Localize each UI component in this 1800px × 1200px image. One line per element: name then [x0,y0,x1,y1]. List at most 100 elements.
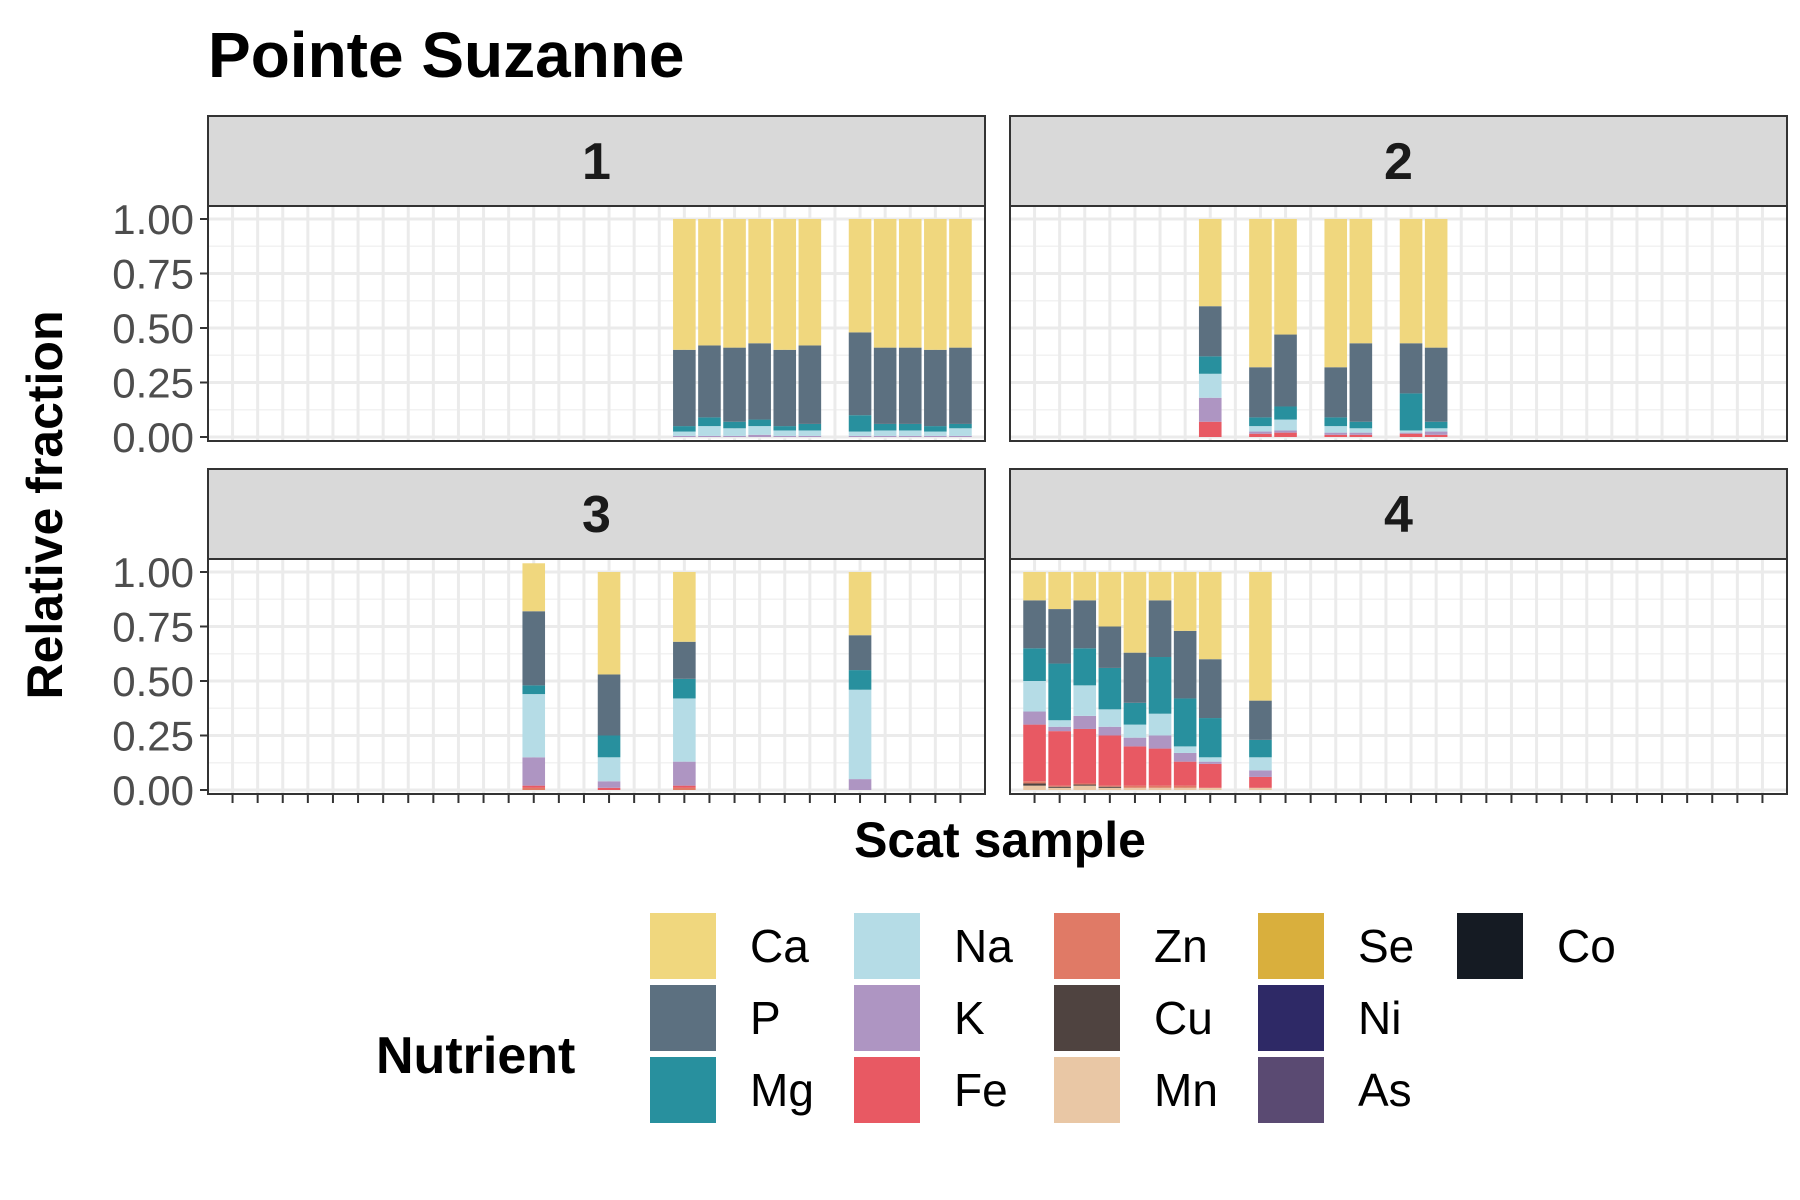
bar-segment-Na [798,430,822,436]
legend-swatch [1457,913,1523,979]
bar-sample-10 [1249,572,1272,790]
plot-background [1010,206,1787,441]
legend-item-Cu: Cu [1054,985,1213,1051]
bar-segment-Cu [1048,786,1071,788]
bar-segment-Ca [949,219,972,348]
legend-label: Se [1358,920,1414,972]
y-tick-label: 0.75 [112,251,194,298]
legend-item-Mg: Mg [650,1057,814,1123]
bar-segment-Mn [1173,787,1197,790]
bar-segment-K [1023,711,1046,725]
legend-swatch [1258,913,1324,979]
bar-segment-Zn [1048,785,1071,787]
legend-item-Fe: Fe [854,1057,1008,1123]
bar-segment-Ca [522,563,546,612]
panel-strip-label: 2 [1384,133,1413,191]
legend-label: Co [1557,920,1616,972]
panel-strip-label: 1 [582,133,611,191]
bar-sample-19 [673,219,696,437]
bar-segment-Zn [1073,783,1097,785]
bar-segment-Na [1324,426,1348,433]
bar-segment-Zn [1148,785,1172,788]
bar-segment-K [848,779,872,790]
bar-segment-Na [1349,428,1373,433]
bar-segment-Mg [597,735,621,758]
bar-segment-Ca [1324,219,1348,368]
legend-swatch [650,1057,716,1123]
bar-sample-6 [1148,572,1172,790]
bar-segment-K [1098,726,1122,736]
bar-segment-Ca [1148,572,1172,601]
bar-segment-K [848,435,872,437]
bar-sample-26 [848,219,872,437]
bar-segment-Mg [1148,657,1172,714]
legend-label: Zn [1154,920,1208,972]
bar-segment-P [1148,600,1172,658]
bar-segment-P [873,347,897,424]
bar-segment-Ca [1073,572,1097,601]
y-axis: 0.00 0.25 0.50 0.75 1.00 [112,549,208,814]
bar-segment-K [898,435,922,437]
bar-segment-Na [949,428,972,436]
bar-segment-Ca [1198,572,1222,660]
bar-segment-Na [1023,681,1046,712]
bar-segment-P [1399,343,1423,394]
bar-segment-K [723,435,746,437]
x-axis [1033,794,1764,803]
bar-segment-P [597,674,621,736]
bar-sample-17 [1424,219,1448,437]
bar-segment-Mg [873,423,897,431]
bar-segment-P [1023,600,1046,649]
bar-segment-K [773,435,797,437]
x-axis-label: Scat sample [854,812,1146,868]
bar-segment-Fe [1399,433,1423,437]
bar-segment-Fe [597,787,621,790]
bar-segment-Fe [1098,735,1122,786]
bar-segment-P [1274,334,1297,407]
bar-segment-Fe [1249,776,1272,788]
bar-segment-Ca [597,572,621,675]
bar-segment-Mg [1274,406,1297,420]
bar-segment-Mg [1424,421,1448,429]
panel-1: 1 0.00 0.25 0.50 0.75 1.00 [112,115,986,461]
bar-sample-20 [698,219,721,437]
y-tick-label: 1.00 [112,196,194,243]
bar-segment-Fe [1023,724,1046,782]
legend-item-Na: Na [854,913,1013,979]
bar-sample-10 [1249,219,1272,437]
bar-segment-Na [597,757,621,782]
facet-panels: 10.000.250.500.751.00230.000.250.500.751… [112,115,1788,814]
bar-segment-Ca [748,219,771,344]
bar-segment-P [898,347,922,424]
legend-swatch [1054,1057,1120,1123]
legend-label: Cu [1154,992,1213,1044]
panel-strip [207,115,986,207]
bar-sample-30 [949,219,972,437]
bar-segment-Na [848,689,872,780]
panel-border [1009,205,1788,442]
bar-segment-Na [1123,724,1147,738]
legend-label: K [954,992,985,1044]
bar-segment-K [924,435,947,437]
bar-segment-Ca [1249,572,1272,701]
legend-swatch [854,1057,920,1123]
bar-segment-P [1249,700,1272,740]
bar-segment-P [1073,600,1097,649]
bar-segment-K [1399,432,1423,434]
bar-segment-Mg [949,423,972,429]
bar-segment-Fe [1198,763,1222,788]
bar-segment-P [1349,343,1373,422]
bar-segment-Mg [798,423,822,431]
bar-segment-Fe [1198,421,1222,437]
legend-item-P: P [650,985,781,1051]
bar-segment-Zn [1098,785,1122,787]
bar-segment-Mg [1349,421,1373,429]
bar-segment-Ca [723,219,746,348]
bar-segment-P [1324,367,1348,418]
bar-segment-Ca [1048,572,1071,610]
bar-segment-P [522,611,546,686]
panel-border [207,205,986,442]
bar-segment-K [1173,752,1197,762]
bar-segment-K [798,435,822,437]
bar-sample-16 [1399,219,1423,437]
